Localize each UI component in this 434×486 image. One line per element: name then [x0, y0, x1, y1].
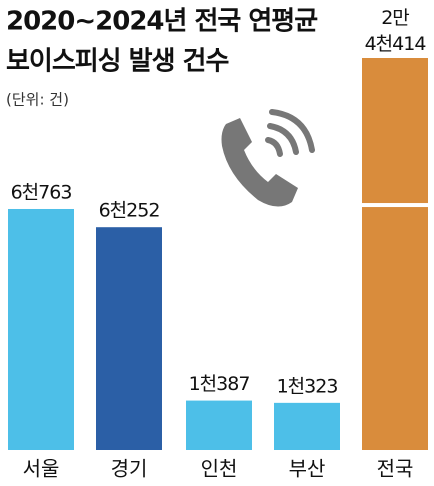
value-label: 6천252 — [99, 200, 160, 222]
x-tick-label: 부산 — [289, 457, 326, 481]
value-label: 1천387 — [189, 373, 250, 395]
x-tick-label: 인천 — [201, 457, 238, 481]
value-label: 6천763 — [11, 181, 72, 203]
phone-icon — [221, 109, 315, 207]
bar — [362, 58, 428, 450]
bar — [96, 227, 162, 450]
x-tick-label: 경기 — [111, 457, 148, 481]
bar — [8, 208, 74, 450]
x-tick-label: 전국 — [377, 457, 414, 481]
x-tick-label: 서울 — [23, 457, 60, 481]
bar — [186, 400, 252, 450]
axis-break — [361, 203, 429, 208]
bar — [274, 402, 340, 450]
chart-title: 2020~2024년 전국 연평균 — [6, 7, 318, 37]
unit-note: (단위: 건) — [6, 91, 69, 109]
chart-title: 보이스피싱 발생 건수 — [6, 47, 228, 77]
value-label: 2만 4천414 — [365, 7, 427, 55]
value-label: 1천323 — [277, 375, 338, 397]
